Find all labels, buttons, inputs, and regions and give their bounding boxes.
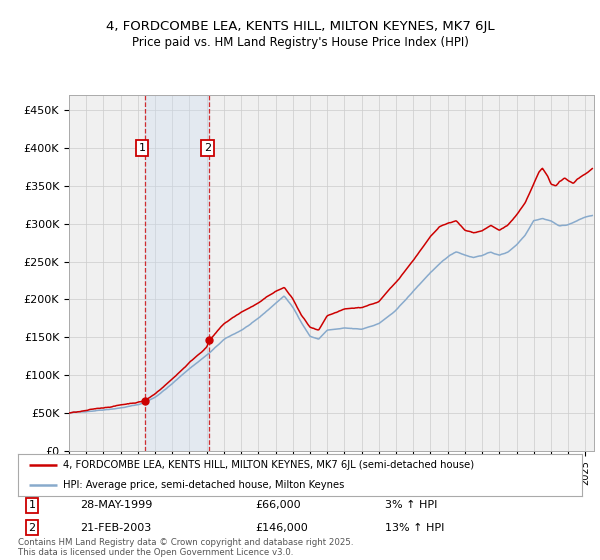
Text: Price paid vs. HM Land Registry's House Price Index (HPI): Price paid vs. HM Land Registry's House … [131, 36, 469, 49]
Text: 13% ↑ HPI: 13% ↑ HPI [385, 523, 444, 533]
Text: £146,000: £146,000 [255, 523, 308, 533]
Text: 2: 2 [203, 143, 211, 153]
Text: 28-MAY-1999: 28-MAY-1999 [80, 501, 152, 511]
Text: Contains HM Land Registry data © Crown copyright and database right 2025.
This d: Contains HM Land Registry data © Crown c… [18, 538, 353, 557]
Text: 4, FORDCOMBE LEA, KENTS HILL, MILTON KEYNES, MK7 6JL: 4, FORDCOMBE LEA, KENTS HILL, MILTON KEY… [106, 20, 494, 32]
Text: 1: 1 [139, 143, 146, 153]
Text: 4, FORDCOMBE LEA, KENTS HILL, MILTON KEYNES, MK7 6JL (semi-detached house): 4, FORDCOMBE LEA, KENTS HILL, MILTON KEY… [63, 460, 474, 470]
Text: £66,000: £66,000 [255, 501, 301, 511]
Text: HPI: Average price, semi-detached house, Milton Keynes: HPI: Average price, semi-detached house,… [63, 480, 344, 490]
Text: 2: 2 [29, 523, 35, 533]
Text: 21-FEB-2003: 21-FEB-2003 [80, 523, 151, 533]
Text: 3% ↑ HPI: 3% ↑ HPI [385, 501, 437, 511]
Bar [145, 95, 209, 451]
Text: 1: 1 [29, 501, 35, 511]
